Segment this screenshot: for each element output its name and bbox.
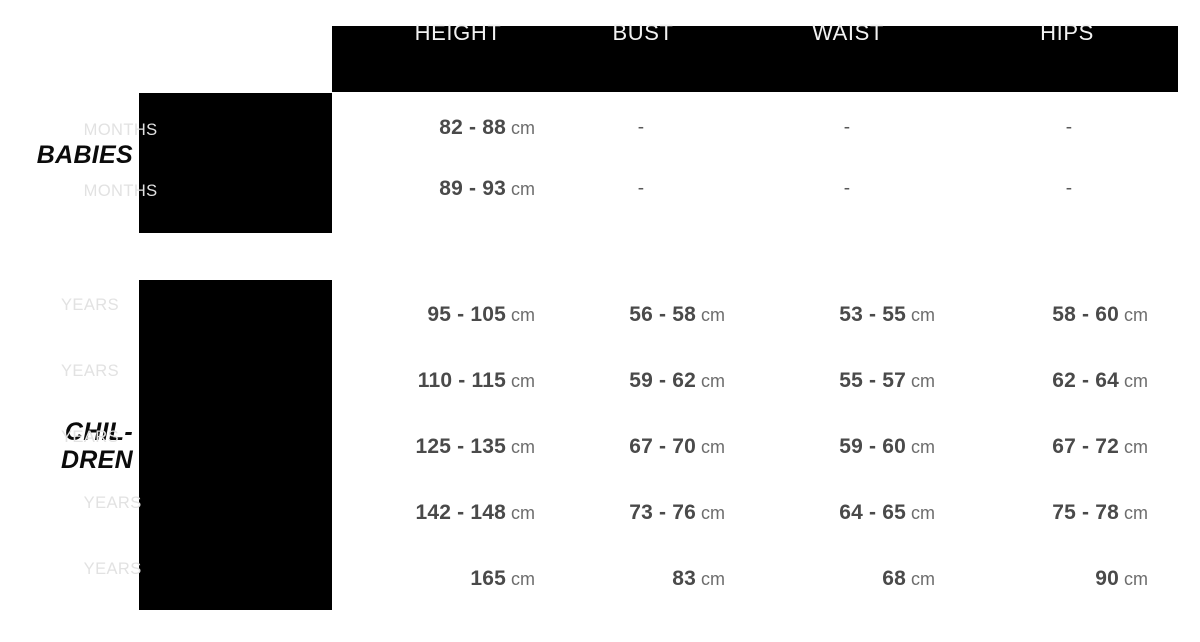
group-label-children-line-1: CHIL- xyxy=(64,418,133,446)
age-label-babies-1: 18 - 24 MONTHS xyxy=(15,177,1194,203)
group-label-children: CHIL- DREN xyxy=(0,418,133,474)
cell-children-0-hips: 58 - 60 cm xyxy=(1052,303,1148,326)
cell-children-2-hips: 67 - 72 cm xyxy=(1052,435,1148,458)
age-label-children-3: 10 - 12 YEARS xyxy=(15,491,142,513)
age-range-babies-0: 12 - 18 xyxy=(15,118,79,140)
age-label-babies-0: 12 - 18 MONTHS xyxy=(15,116,1194,142)
age-label-children-2: 7 - 9 YEARS xyxy=(15,425,119,447)
cell-babies-1-height: 89 - 93 cm xyxy=(439,177,535,200)
group-label-children-line-2: DREN xyxy=(60,446,133,474)
cell-babies-0-hips: - xyxy=(1065,117,1073,138)
cell-children-1-hips: 62 - 64 cm xyxy=(1052,369,1148,392)
age-block-babies xyxy=(139,93,332,233)
cell-children-2-waist: 59 - 60 cm xyxy=(839,435,935,458)
cell-children-4-hips: 90 cm xyxy=(1095,567,1148,590)
age-label-children-4: 14 - 16 YEARS xyxy=(15,557,142,579)
age-block-children xyxy=(139,280,332,610)
group-label-babies-line-1: BABIES xyxy=(36,141,133,169)
cell-children-0-height: 95 - 105 cm xyxy=(427,303,535,326)
cell-children-0-bust: 56 - 58 cm xyxy=(629,303,725,326)
cell-children-2-bust: 67 - 70 cm xyxy=(629,435,725,458)
cell-children-1-waist: 55 - 57 cm xyxy=(839,369,935,392)
cell-children-4-bust: 83 cm xyxy=(672,567,725,590)
cell-babies-0-height: 82 - 88 cm xyxy=(439,116,535,139)
cell-babies-1-hips: - xyxy=(1065,178,1073,199)
column-header-hips: HIPS xyxy=(1040,20,1094,45)
age-label-children-1: 5 - 6 YEARS xyxy=(15,359,119,381)
cell-children-3-waist: 64 - 65 cm xyxy=(839,501,935,524)
cell-children-3-height: 142 - 148 cm xyxy=(415,501,535,524)
age-label-children-0: 3 - 4 YEARS xyxy=(15,293,119,315)
cell-children-3-hips: 75 - 78 cm xyxy=(1052,501,1148,524)
column-header-bust: BUST xyxy=(612,20,674,45)
cell-babies-0-waist: - xyxy=(843,117,851,138)
cell-babies-0-bust: - xyxy=(637,117,645,138)
cell-children-2-height: 125 - 135 cm xyxy=(415,435,535,458)
cell-children-3-bust: 73 - 76 cm xyxy=(629,501,725,524)
table-header-bar xyxy=(332,26,1178,92)
column-header-waist: WAIST xyxy=(812,20,884,45)
age-unit-babies-0: MONTHS xyxy=(83,121,158,139)
cell-babies-1-bust: - xyxy=(637,178,645,199)
age-range-babies-1: 18 - 24 xyxy=(15,179,79,201)
column-header-height: HEIGHT xyxy=(414,20,502,45)
cell-children-4-height: 165 cm xyxy=(470,567,535,590)
group-label-babies: BABIES xyxy=(0,141,133,169)
cell-children-4-waist: 68 cm xyxy=(882,567,935,590)
age-unit-babies-1: MONTHS xyxy=(83,182,158,200)
cell-children-0-waist: 53 - 55 cm xyxy=(839,303,935,326)
cell-children-1-height: 110 - 115 cm xyxy=(417,369,535,392)
cell-children-1-bust: 59 - 62 cm xyxy=(629,369,725,392)
cell-babies-1-waist: - xyxy=(843,178,851,199)
